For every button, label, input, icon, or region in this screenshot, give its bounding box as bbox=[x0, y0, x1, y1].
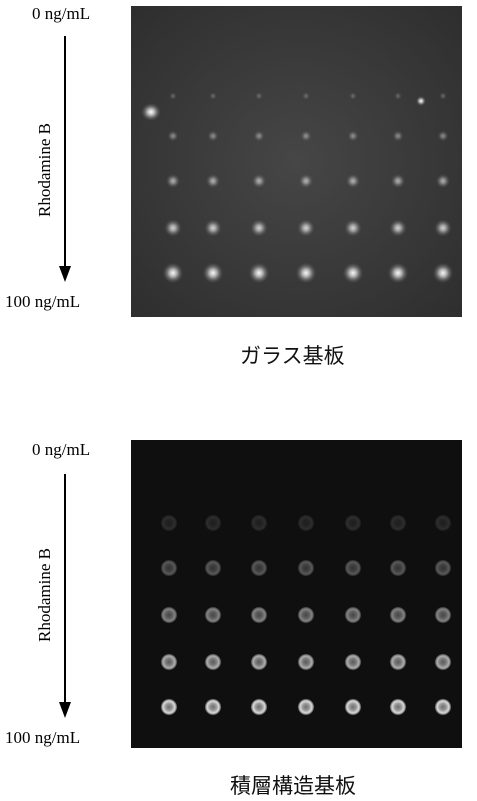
panel1-spot bbox=[389, 219, 407, 237]
panel2-spot bbox=[204, 698, 222, 716]
panel2-spot bbox=[344, 606, 362, 624]
panel1-arrow-head bbox=[59, 266, 71, 282]
panel1-spot bbox=[387, 262, 409, 284]
panel2-spot bbox=[160, 653, 178, 671]
panel2-spot bbox=[204, 606, 222, 624]
panel1-spot bbox=[202, 262, 224, 284]
panel1-spot bbox=[165, 173, 181, 189]
panel2-spot bbox=[250, 653, 268, 671]
panel1-arrow-line bbox=[64, 36, 66, 268]
panel2-axis-label: Rhodamine B bbox=[35, 548, 54, 642]
panel2-spot bbox=[434, 698, 452, 716]
panel1-spot bbox=[437, 130, 449, 142]
panel1-spot bbox=[253, 130, 265, 142]
panel2-spot bbox=[297, 514, 315, 532]
panel1-spot bbox=[345, 173, 361, 189]
panel2-label-bottom: 100 ng/mL bbox=[5, 728, 81, 747]
panel2-caption: 積層構造基板 bbox=[230, 774, 356, 798]
panel1-fluorescence-image bbox=[131, 6, 462, 317]
panel1-spot bbox=[439, 92, 447, 100]
panel1-spot bbox=[434, 219, 452, 237]
panel2-label-top: 0 ng/mL bbox=[32, 440, 91, 459]
panel1-spot bbox=[248, 262, 270, 284]
panel2-spot bbox=[250, 606, 268, 624]
panel2-spot bbox=[389, 653, 407, 671]
panel2-spot bbox=[434, 514, 452, 532]
panel1-spot bbox=[295, 262, 317, 284]
panel1-spot bbox=[205, 173, 221, 189]
panel2-spot bbox=[389, 514, 407, 532]
panel1-spot bbox=[298, 173, 314, 189]
panel2-spot bbox=[250, 559, 268, 577]
panel1-spot bbox=[435, 173, 451, 189]
panel1-spot bbox=[302, 92, 310, 100]
panel1-spot bbox=[347, 130, 359, 142]
panel1-spot bbox=[300, 130, 312, 142]
panel1-axis-label: Rhodamine B bbox=[35, 123, 54, 217]
panel1-spot bbox=[342, 262, 364, 284]
panel2-spot bbox=[389, 606, 407, 624]
panel2-spot bbox=[344, 559, 362, 577]
panel2-spot bbox=[389, 698, 407, 716]
panel1-spot bbox=[392, 130, 404, 142]
panel2-spot bbox=[160, 698, 178, 716]
panel1-spot bbox=[349, 92, 357, 100]
panel2-spot bbox=[389, 559, 407, 577]
panel2-spot bbox=[297, 559, 315, 577]
panel1-spot bbox=[390, 173, 406, 189]
panel2-arrow-head bbox=[59, 702, 71, 718]
panel2-spot bbox=[344, 653, 362, 671]
panel2-spot bbox=[250, 698, 268, 716]
panel1-spot bbox=[432, 262, 454, 284]
panel1-label-top: 0 ng/mL bbox=[32, 4, 91, 23]
panel2-spot bbox=[250, 514, 268, 532]
panel1-spot bbox=[255, 92, 263, 100]
panel2-spot bbox=[297, 698, 315, 716]
panel1-spot bbox=[394, 92, 402, 100]
panel1-spot bbox=[204, 219, 222, 237]
panel2-spot bbox=[297, 606, 315, 624]
panel2-fluorescence-image bbox=[131, 440, 462, 748]
panel1-spot bbox=[169, 92, 177, 100]
panel2-spot bbox=[160, 606, 178, 624]
panel1-spot bbox=[207, 130, 219, 142]
panel2-spot bbox=[204, 559, 222, 577]
panel1-spot bbox=[209, 92, 217, 100]
panel2-arrow-line bbox=[64, 474, 66, 704]
panel1-label-bottom: 100 ng/mL bbox=[5, 292, 81, 311]
panel1-spot bbox=[167, 130, 179, 142]
panel1-spot bbox=[162, 262, 184, 284]
panel1-spot bbox=[164, 219, 182, 237]
panel1-artifact-blob bbox=[141, 103, 161, 121]
panel2-spot bbox=[434, 559, 452, 577]
panel1-spot bbox=[297, 219, 315, 237]
panel2-spot bbox=[204, 653, 222, 671]
panel1-artifact-dot bbox=[416, 96, 426, 106]
panel1-caption: ガラス基板 bbox=[240, 344, 345, 368]
panel2-spot bbox=[344, 698, 362, 716]
panel2-spot bbox=[160, 559, 178, 577]
panel2-spot bbox=[434, 606, 452, 624]
panel2-spot bbox=[434, 653, 452, 671]
panel2-spot bbox=[160, 514, 178, 532]
panel1-spot bbox=[251, 173, 267, 189]
panel1-spot bbox=[250, 219, 268, 237]
panel2-spot bbox=[344, 514, 362, 532]
panel2-spot bbox=[204, 514, 222, 532]
panel2-spot bbox=[297, 653, 315, 671]
panel1-spot bbox=[344, 219, 362, 237]
